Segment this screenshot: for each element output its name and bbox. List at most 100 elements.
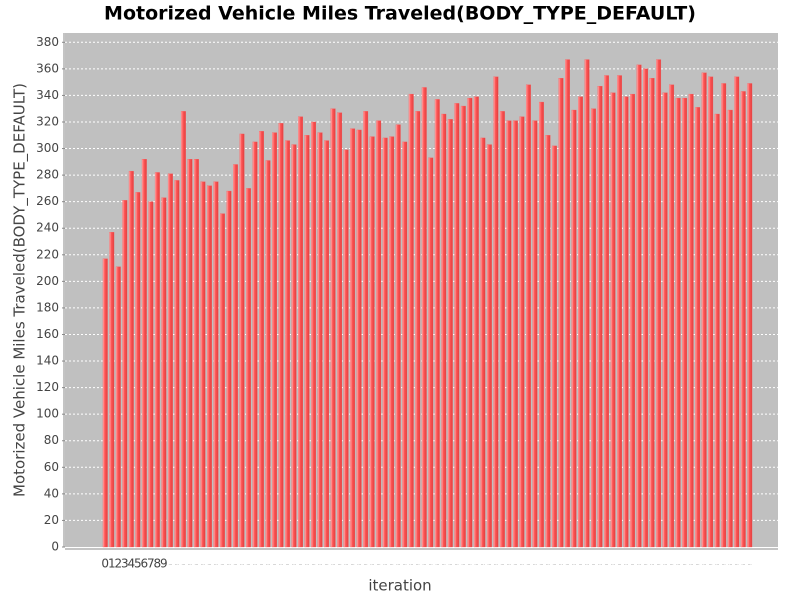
x-tick-label: ... <box>175 561 179 566</box>
x-tick-label: ... <box>448 561 452 566</box>
x-tick-label: ... <box>474 561 478 566</box>
x-tick-label: ... <box>273 561 277 566</box>
x-tick-label: ... <box>318 561 322 566</box>
x-tick-label: ... <box>507 561 511 566</box>
x-tick-label: 4 <box>127 557 135 571</box>
bar <box>265 160 271 548</box>
x-tick-label: ... <box>260 561 264 566</box>
x-tick-label: ... <box>429 561 433 566</box>
bar <box>552 145 557 548</box>
x-tick-label: ... <box>722 561 726 566</box>
bar <box>402 141 408 548</box>
bar <box>669 84 675 548</box>
bar <box>740 91 746 548</box>
x-tick-label: ... <box>748 561 752 566</box>
y-tick-label: 240 <box>36 221 59 235</box>
x-tick-label: ... <box>689 561 693 566</box>
x-tick-label: ... <box>741 561 745 566</box>
x-tick-label: ... <box>325 561 329 566</box>
bar <box>708 76 714 548</box>
x-tick-label: ... <box>663 561 667 566</box>
x-tick-label: 5 <box>134 557 142 571</box>
x-tick-label: ... <box>357 561 361 566</box>
bar <box>565 59 570 548</box>
bar <box>460 105 466 548</box>
bar <box>122 200 128 548</box>
bar <box>447 119 453 548</box>
bar <box>252 141 258 548</box>
x-tick-label: 9 <box>160 557 168 571</box>
x-tick-label: ... <box>435 561 439 566</box>
bar <box>558 78 564 548</box>
x-tick-label: ... <box>188 561 192 566</box>
y-tick-label: 340 <box>36 88 59 102</box>
x-tick-label: ... <box>461 561 465 566</box>
bar <box>617 75 622 548</box>
bar <box>233 164 238 548</box>
bar <box>604 75 609 548</box>
y-tick-label: 120 <box>36 380 59 394</box>
bar <box>167 173 173 548</box>
bar <box>597 85 603 548</box>
x-tick-label: ... <box>657 561 661 566</box>
x-tick-label: ... <box>279 561 283 566</box>
bar <box>304 135 310 548</box>
bar <box>434 99 440 548</box>
bar <box>662 92 668 548</box>
x-tick-label: ... <box>572 561 576 566</box>
bar <box>376 120 382 548</box>
x-tick-label: ... <box>403 561 407 566</box>
y-tick-label: 300 <box>36 141 59 155</box>
bar <box>643 68 649 548</box>
y-tick-label: 320 <box>36 114 59 128</box>
bar <box>109 232 115 548</box>
bar <box>220 213 225 548</box>
bar <box>584 59 590 548</box>
bar <box>519 116 525 548</box>
x-tick-label: ... <box>728 561 732 566</box>
bar <box>441 113 447 548</box>
bar <box>571 109 577 548</box>
y-tick-label: 260 <box>36 194 59 208</box>
y-tick-label: 20 <box>44 513 59 527</box>
bar <box>428 157 434 548</box>
bar <box>337 112 343 548</box>
bar <box>499 111 505 548</box>
x-tick-label: 1 <box>108 557 116 571</box>
bar <box>512 120 518 548</box>
x-tick-label: ... <box>351 561 355 566</box>
bar <box>408 93 414 548</box>
x-tick-label: ... <box>364 561 368 566</box>
x-tick-label: ... <box>416 561 420 566</box>
bar <box>213 181 219 548</box>
bar <box>538 101 544 548</box>
bar <box>350 128 356 548</box>
y-tick-label: 280 <box>36 168 59 182</box>
bar <box>239 133 245 548</box>
x-tick-label: ... <box>390 561 394 566</box>
bar <box>623 96 629 548</box>
x-tick-label: 2 <box>114 557 122 571</box>
x-tick-label: ... <box>455 561 459 566</box>
x-tick-label: ... <box>442 561 446 566</box>
bar <box>454 103 460 548</box>
y-tick-label: 200 <box>36 274 59 288</box>
bar <box>493 76 499 548</box>
x-tick-label: ... <box>624 561 628 566</box>
x-tick-label: ... <box>253 561 257 566</box>
x-tick-label: ... <box>468 561 472 566</box>
bar <box>298 116 303 548</box>
x-tick-label: ... <box>214 561 218 566</box>
bar <box>525 84 531 548</box>
x-tick-label: ... <box>208 561 212 566</box>
bar <box>246 188 251 548</box>
x-tick-label: ... <box>487 561 491 566</box>
bar <box>747 83 753 548</box>
x-tick-label: ... <box>637 561 641 566</box>
x-tick-label: ... <box>605 561 609 566</box>
x-tick-label: ... <box>592 561 596 566</box>
bar <box>695 107 701 548</box>
x-tick-label: ... <box>644 561 648 566</box>
bar <box>630 93 635 548</box>
x-tick-label: ... <box>650 561 654 566</box>
